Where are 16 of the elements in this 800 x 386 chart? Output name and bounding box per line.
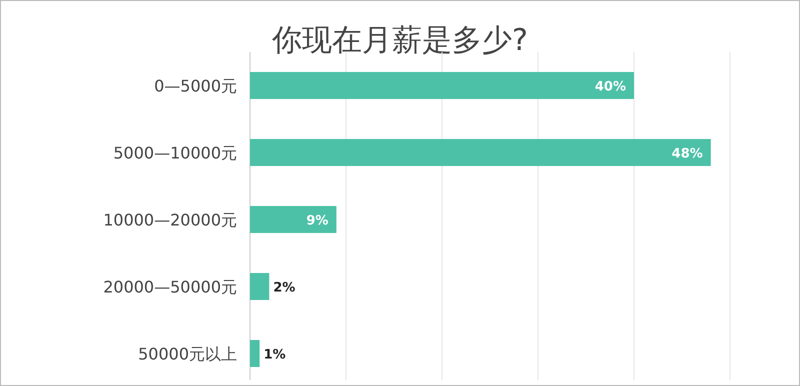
data-label: 40% (594, 80, 626, 94)
bar (250, 206, 336, 233)
bar (250, 340, 260, 367)
data-label: 48% (672, 146, 703, 162)
chart-title: 你现在月薪是多少? (271, 23, 528, 58)
bar (250, 273, 270, 300)
data-label: 2% (273, 280, 296, 296)
y-tick-label: 0—5000元 (154, 76, 237, 96)
bar (250, 139, 711, 166)
y-tick-label: 10000—20000元 (103, 210, 237, 230)
bar (250, 72, 634, 99)
data-label: 1% (264, 348, 286, 362)
data-label: 9% (306, 214, 328, 228)
y-tick-label: 20000—50000元 (103, 278, 237, 296)
y-tick-label: 5000—10000元 (113, 144, 237, 162)
y-tick-label: 50000元以上 (138, 344, 237, 364)
